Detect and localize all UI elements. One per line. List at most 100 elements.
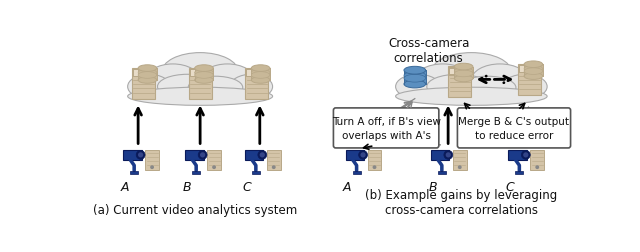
Bar xyxy=(353,171,360,174)
Circle shape xyxy=(206,79,209,83)
Bar xyxy=(449,68,470,76)
Ellipse shape xyxy=(454,64,473,71)
Text: A: A xyxy=(343,181,351,194)
Circle shape xyxy=(523,153,529,158)
Ellipse shape xyxy=(459,77,516,100)
Bar xyxy=(191,71,209,76)
Bar xyxy=(145,151,159,171)
Ellipse shape xyxy=(138,72,148,75)
Ellipse shape xyxy=(145,65,200,97)
Bar xyxy=(248,71,266,76)
FancyBboxPatch shape xyxy=(123,150,141,161)
FancyBboxPatch shape xyxy=(458,108,571,148)
Ellipse shape xyxy=(195,77,213,84)
Circle shape xyxy=(445,153,451,158)
Bar xyxy=(192,171,200,174)
Circle shape xyxy=(466,78,469,81)
Circle shape xyxy=(212,166,216,169)
Ellipse shape xyxy=(472,65,529,97)
Ellipse shape xyxy=(195,72,205,75)
Ellipse shape xyxy=(454,76,473,82)
Circle shape xyxy=(260,153,265,158)
Circle shape xyxy=(138,153,143,158)
Text: Cross-camera
correlations: Cross-camera correlations xyxy=(388,36,469,64)
Ellipse shape xyxy=(230,75,273,100)
FancyBboxPatch shape xyxy=(431,150,449,161)
Ellipse shape xyxy=(252,72,270,79)
Ellipse shape xyxy=(524,62,543,68)
Bar xyxy=(252,69,270,81)
Ellipse shape xyxy=(252,70,270,77)
Ellipse shape xyxy=(502,75,547,100)
Ellipse shape xyxy=(524,69,535,71)
Circle shape xyxy=(372,166,376,169)
Ellipse shape xyxy=(138,72,157,79)
Ellipse shape xyxy=(524,74,543,80)
Bar xyxy=(252,171,260,174)
Circle shape xyxy=(150,166,154,169)
Text: Merge B & C's output
to reduce error: Merge B & C's output to reduce error xyxy=(458,117,570,140)
Text: C: C xyxy=(243,181,251,194)
FancyBboxPatch shape xyxy=(333,108,439,148)
Bar xyxy=(245,69,268,99)
Circle shape xyxy=(258,151,267,160)
Bar xyxy=(195,69,213,81)
Ellipse shape xyxy=(127,88,273,106)
Ellipse shape xyxy=(427,75,489,100)
Bar xyxy=(130,171,138,174)
Bar xyxy=(448,67,472,98)
Bar xyxy=(132,69,154,78)
Bar xyxy=(531,151,544,171)
Bar xyxy=(451,69,469,75)
Bar xyxy=(189,69,211,78)
Ellipse shape xyxy=(431,53,511,92)
Bar xyxy=(518,65,541,96)
Ellipse shape xyxy=(252,77,270,84)
Circle shape xyxy=(150,79,153,83)
Circle shape xyxy=(200,153,205,158)
Text: A: A xyxy=(121,181,129,194)
FancyBboxPatch shape xyxy=(346,150,364,161)
Circle shape xyxy=(444,151,452,160)
Ellipse shape xyxy=(138,70,157,77)
Ellipse shape xyxy=(396,88,547,106)
Text: (a) Current video analytics system: (a) Current video analytics system xyxy=(93,203,297,216)
Bar xyxy=(454,67,473,79)
Bar xyxy=(132,69,155,99)
Bar xyxy=(134,71,153,76)
Bar xyxy=(452,151,467,171)
Ellipse shape xyxy=(454,71,473,77)
Ellipse shape xyxy=(404,72,426,80)
Text: B: B xyxy=(428,181,437,194)
Ellipse shape xyxy=(414,65,472,97)
Ellipse shape xyxy=(138,77,157,84)
Ellipse shape xyxy=(188,77,243,100)
Circle shape xyxy=(360,153,365,158)
Circle shape xyxy=(272,166,276,169)
Ellipse shape xyxy=(162,53,239,92)
Ellipse shape xyxy=(157,75,217,100)
Bar xyxy=(138,69,157,81)
Bar xyxy=(524,65,543,77)
Bar xyxy=(404,71,426,85)
Bar xyxy=(207,151,221,171)
Text: B: B xyxy=(182,181,191,194)
Circle shape xyxy=(458,166,461,169)
Circle shape xyxy=(358,151,367,160)
Bar xyxy=(189,69,212,99)
Circle shape xyxy=(536,76,539,79)
Bar xyxy=(518,66,540,74)
Ellipse shape xyxy=(195,72,213,79)
FancyBboxPatch shape xyxy=(508,150,527,161)
Bar xyxy=(515,171,524,174)
Ellipse shape xyxy=(524,69,543,75)
Ellipse shape xyxy=(524,66,543,73)
Bar xyxy=(267,151,281,171)
Bar xyxy=(246,69,268,78)
Ellipse shape xyxy=(404,67,426,75)
Ellipse shape xyxy=(195,66,213,72)
Ellipse shape xyxy=(454,71,465,74)
Text: (b) Example gains by leveraging
cross-camera correlations: (b) Example gains by leveraging cross-ca… xyxy=(365,188,557,216)
Ellipse shape xyxy=(138,66,157,72)
Text: Turn A off, if B's view
overlaps with A's: Turn A off, if B's view overlaps with A'… xyxy=(332,117,440,140)
